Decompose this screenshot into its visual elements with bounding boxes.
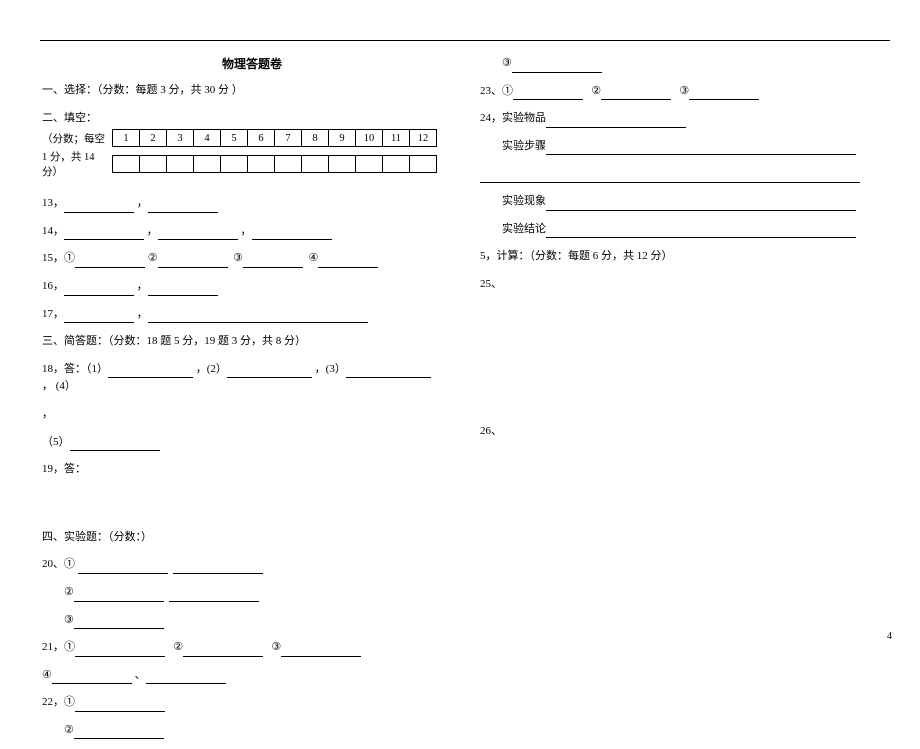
left-column: 物理答题卷 一、选择：（分数：每题 3 分，共 30 分 ） 二、填空： （分数… (42, 55, 462, 749)
section-2-heading: 二、填空： (42, 110, 462, 128)
q22-1: 22，① (42, 694, 462, 712)
col-4: 4 (194, 130, 221, 147)
col-6: 6 (248, 130, 275, 147)
section-4-heading: 四、实验题：（分数：） (42, 529, 462, 547)
col-5: 5 (221, 130, 248, 147)
q24-d: 实验结论 (480, 221, 875, 239)
q18-cont: ， (42, 406, 462, 424)
q15: 15，① ② ③ ④ (42, 250, 462, 268)
q21-4: ④ 、 (42, 667, 462, 685)
col-11: 11 (383, 130, 410, 147)
q25: 25、 (480, 276, 875, 294)
answer-table-row-1: （分数；每空 1 2 3 4 5 6 7 8 9 10 11 12 (42, 129, 462, 147)
q21: 21，① ② ③ (42, 639, 462, 657)
page-number: 4 (887, 631, 892, 642)
table-label-top: （分数；每空 (42, 131, 112, 146)
q20-2: ② (42, 584, 462, 602)
blank (64, 201, 134, 213)
col-8: 8 (302, 130, 329, 147)
answer-table-header: 1 2 3 4 5 6 7 8 9 10 11 12 (112, 129, 437, 147)
q20-3: ③ (42, 612, 462, 630)
page-title: 物理答题卷 (42, 55, 462, 72)
q16: 16， ， (42, 278, 462, 296)
table-label-bottom: 1 分，共 14 分） (42, 149, 112, 179)
col-2: 2 (140, 130, 167, 147)
q22-3: ③ (480, 55, 875, 73)
answer-table-row-2: 1 分，共 14 分） (42, 149, 462, 179)
section-1-heading: 一、选择：（分数：每题 3 分，共 30 分 ） (42, 82, 462, 100)
q22-2: ② (42, 722, 462, 740)
col-10: 10 (356, 130, 383, 147)
top-rule (40, 40, 890, 41)
q14: 14， ， ， (42, 223, 462, 241)
blank-cell (113, 156, 140, 173)
q13: 13， ， (42, 195, 462, 213)
q18: 18，答：（1） ，(2） ，(3） ， (4） (42, 361, 462, 396)
col-12: 12 (410, 130, 437, 147)
q24-b: 实验步骤 (480, 138, 875, 156)
q24-a: 24，实验物品 (480, 110, 875, 128)
q24-c: 实验现象 (480, 193, 875, 211)
answer-table-blank (112, 155, 437, 173)
q26: 26、 (480, 423, 875, 441)
col-7: 7 (275, 130, 302, 147)
col-9: 9 (329, 130, 356, 147)
right-column: ③ 23、① ② ③ 24，实验物品 实验步骤 实验现象 实验结论 5，计算：（… (480, 55, 875, 451)
q23: 23、① ② ③ (480, 83, 875, 101)
q20-1: 20、① (42, 556, 462, 574)
col-3: 3 (167, 130, 194, 147)
q17: 17， ， (42, 306, 462, 324)
section-5-heading: 5，计算：（分数：每题 6 分，共 12 分） (480, 248, 875, 266)
section-3-heading: 三、简答题：（分数：18 题 5 分，19 题 3 分，共 8 分） (42, 333, 462, 351)
q24-b2 (480, 165, 875, 183)
col-1: 1 (113, 130, 140, 147)
q19: 19，答： (42, 461, 462, 479)
q18-5: （5） (42, 434, 462, 452)
